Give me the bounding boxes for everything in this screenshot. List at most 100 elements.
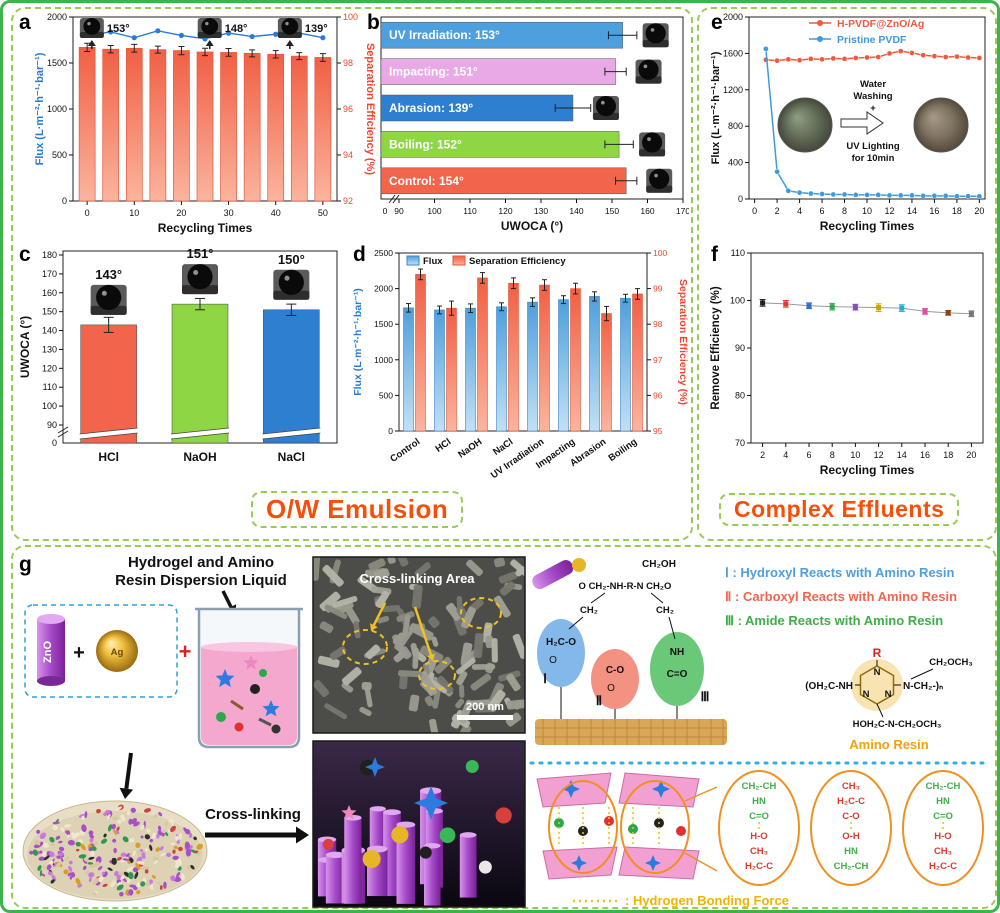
- flux-bar: [465, 307, 476, 432]
- svg-text:10: 10: [850, 450, 860, 460]
- svg-text:200 nm: 200 nm: [466, 701, 504, 713]
- contact-angle-droplet-photo: [197, 18, 222, 38]
- flux-bar: [220, 52, 237, 202]
- uwoca-bar: [380, 94, 574, 122]
- svg-text:HCl: HCl: [433, 436, 453, 454]
- svg-text:1200: 1200: [723, 85, 743, 95]
- svg-text:500: 500: [52, 150, 67, 160]
- ow-emulsion-caption: O/W Emulsion: [251, 491, 464, 528]
- svg-text:NaOH: NaOH: [456, 436, 484, 460]
- svg-text:18: 18: [952, 206, 962, 216]
- svg-text:H-O: H-O: [750, 831, 767, 842]
- chart-flux-separation-conditions: 0 500 1000 1500 2000 2500 95 96 97 98 99 100 Control…: [352, 248, 689, 481]
- efficiency-point: [852, 304, 858, 310]
- svg-text:Recycling Times: Recycling Times: [820, 219, 915, 233]
- svg-text:R: R: [873, 646, 882, 660]
- svg-text:Recycling Times: Recycling Times: [158, 221, 253, 235]
- panel-label-e: e: [711, 11, 723, 34]
- svg-text:CH₃: CH₃: [842, 781, 860, 792]
- efficiency-point: [899, 305, 905, 311]
- svg-text:0: 0: [383, 206, 388, 216]
- flux-bar: [78, 47, 96, 202]
- svg-text:Recycling Times: Recycling Times: [820, 463, 915, 477]
- svg-text:Separation Efficiency (%): Separation Efficiency (%): [677, 279, 689, 405]
- svg-text:18: 18: [943, 450, 953, 460]
- hbond-cluster: [718, 770, 800, 886]
- svg-text:100: 100: [427, 206, 441, 216]
- complex-effluents-caption: Complex Effluents: [719, 493, 960, 526]
- flux-bar: [149, 49, 167, 202]
- chart-remove-efficiency: 70 80 90 100 110 2 4 6 8 10 12 14 16 18 20 Remove Effic…: [710, 248, 984, 477]
- svg-text:90: 90: [394, 206, 404, 216]
- svg-text:94: 94: [343, 150, 353, 160]
- svg-text:+: +: [73, 642, 85, 664]
- svg-text:H₂C-C: H₂C-C: [745, 861, 773, 872]
- reaction-legend-item: Ⅱ : Carboxyl Reacts with Amino Resin: [725, 589, 957, 604]
- svg-text:90: 90: [47, 420, 57, 430]
- svg-text:Ag: Ag: [111, 647, 124, 658]
- flux-bar: [125, 47, 143, 202]
- efficiency-bar: [446, 307, 457, 432]
- sem-image: [313, 557, 525, 733]
- flux-bar: [290, 55, 308, 202]
- svg-text:CH₂OH: CH₂OH: [642, 559, 676, 570]
- reaction-legend-item: Ⅲ : Amide Reacts with Amino Resin: [725, 613, 943, 628]
- svg-text:Ⅰ: Ⅰ: [543, 671, 547, 686]
- svg-text:Control: Control: [388, 436, 422, 464]
- svg-text:UWOCA (°): UWOCA (°): [18, 316, 32, 378]
- svg-text:Washing: Washing: [853, 91, 892, 102]
- chart-uwoca-chemical: 90 100 110 120 130 140 150 160 170 180 0 143° HCl 151…: [18, 246, 338, 464]
- panel-label-b: b: [367, 11, 380, 34]
- panel-label-d: d: [353, 243, 366, 266]
- svg-text:CH₂-CH: CH₂-CH: [742, 781, 777, 792]
- svg-text:H-O: H-O: [934, 831, 951, 842]
- amide-site: [650, 632, 704, 706]
- svg-text:150°: 150°: [278, 252, 305, 267]
- svg-text:Cross-linking: Cross-linking: [205, 806, 301, 823]
- svg-text:NH: NH: [670, 647, 684, 658]
- svg-text:140: 140: [42, 326, 57, 336]
- svg-text:2500: 2500: [374, 248, 393, 258]
- efficiency-point: [760, 300, 766, 306]
- svg-text:100: 100: [730, 296, 745, 306]
- efficiency-point: [876, 305, 882, 311]
- mechanism-section: [11, 545, 997, 909]
- svg-text:120: 120: [42, 363, 57, 373]
- svg-text:+: +: [870, 103, 876, 114]
- contact-angle-droplet-photo: [592, 96, 619, 120]
- svg-text:Resin Dispersion Liquid: Resin Dispersion Liquid: [115, 572, 287, 589]
- efficiency-point: [922, 308, 928, 314]
- contact-angle-droplet-photo: [635, 59, 662, 84]
- scale-bar: [457, 715, 513, 720]
- contact-angle-droplet-photo: [646, 168, 673, 193]
- svg-text:20: 20: [176, 208, 186, 218]
- svg-text:for 10min: for 10min: [852, 153, 895, 164]
- svg-text:C=O: C=O: [749, 811, 769, 822]
- membrane-surface: [535, 719, 727, 745]
- svg-text:10: 10: [129, 208, 139, 218]
- svg-text:130: 130: [42, 344, 57, 354]
- svg-text:4: 4: [797, 206, 802, 216]
- flux-bar: [267, 53, 285, 202]
- svg-text:20: 20: [966, 450, 976, 460]
- svg-text:Cross-linking Area: Cross-linking Area: [359, 571, 475, 586]
- svg-text:: Hydrogen Bonding Force: : Hydrogen Bonding Force: [625, 893, 789, 908]
- svg-text:14: 14: [907, 206, 917, 216]
- svg-text:96: 96: [343, 104, 353, 114]
- svg-text:Control: 154°: Control: 154°: [389, 174, 464, 188]
- svg-text:CH₃: CH₃: [934, 846, 952, 857]
- svg-text:4: 4: [783, 450, 788, 460]
- svg-text:12: 12: [884, 206, 894, 216]
- svg-text:139°: 139°: [305, 23, 328, 35]
- efficiency-bar: [570, 288, 581, 432]
- svg-text:N: N: [863, 689, 870, 700]
- svg-text:C=O: C=O: [933, 811, 953, 822]
- svg-text:0: 0: [388, 426, 393, 436]
- svg-text:100: 100: [42, 401, 57, 411]
- svg-text:Impacting: 151°: Impacting: 151°: [389, 65, 478, 79]
- svg-text:NaCl: NaCl: [491, 436, 515, 457]
- svg-text:150: 150: [605, 206, 619, 216]
- flux-bar: [558, 299, 569, 432]
